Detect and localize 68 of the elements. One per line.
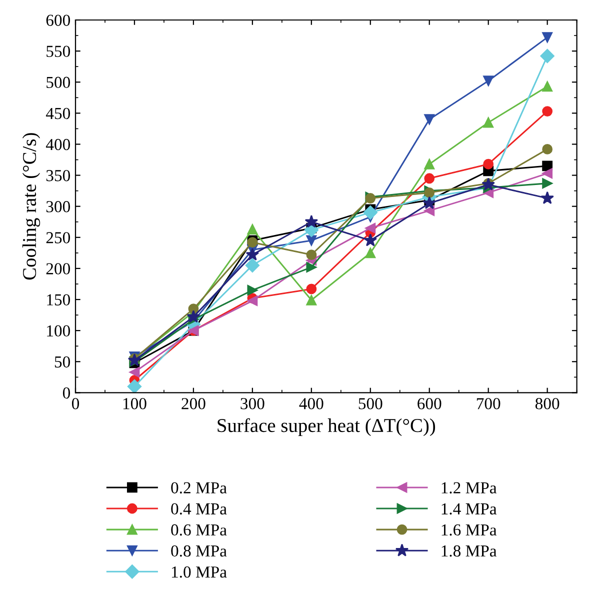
point <box>306 250 317 260</box>
y-tick-label: 250 <box>46 232 70 244</box>
y-tick-label: 600 <box>46 14 70 26</box>
point <box>245 258 260 272</box>
x-tick-label: 500 <box>358 398 382 410</box>
point <box>247 224 258 235</box>
point <box>542 168 553 179</box>
point <box>424 173 435 184</box>
legend-label: 0.2 MPa <box>171 482 227 494</box>
x-tick-label: 800 <box>535 398 560 410</box>
point <box>365 222 376 234</box>
x-tick-label: 200 <box>182 398 206 410</box>
y-tick-label: 500 <box>46 76 70 88</box>
legend-label: 1.2 MPa <box>442 482 497 494</box>
point <box>483 158 494 170</box>
legend-label: 1.8 MPa <box>442 545 497 557</box>
x-tick-label: 300 <box>240 398 264 410</box>
point <box>542 81 553 92</box>
y-tick-label: 450 <box>46 108 70 120</box>
point <box>186 310 200 323</box>
point <box>483 76 494 86</box>
y-tick-label: 300 <box>46 201 70 212</box>
legend-label: 0.6 MPa <box>171 524 227 536</box>
point <box>247 296 258 306</box>
point <box>424 114 435 125</box>
point <box>422 196 436 209</box>
y-tick-label: 400 <box>46 138 70 150</box>
point <box>306 262 317 272</box>
point <box>127 379 142 393</box>
point <box>424 205 435 216</box>
point <box>540 191 554 204</box>
legend-label: 0.4 MPa <box>171 503 227 515</box>
y-tick-label: 200 <box>46 263 70 274</box>
y-tick-label: 350 <box>46 170 70 182</box>
point <box>365 248 376 258</box>
y-tick-label: 50 <box>54 356 70 368</box>
x-tick-label: 700 <box>476 398 500 410</box>
point <box>129 366 140 378</box>
legend-label: 1.4 MPa <box>442 503 497 515</box>
x-tick-label: 100 <box>123 398 146 410</box>
legend-label: 0.8 MPa <box>171 545 227 557</box>
point <box>246 248 260 261</box>
point <box>483 117 494 128</box>
x-tick-label: 600 <box>418 398 442 410</box>
point <box>424 158 435 170</box>
y-tick-label: 550 <box>46 46 70 57</box>
point <box>306 294 317 306</box>
x-tick-label: 0 <box>72 398 80 410</box>
point <box>542 178 553 189</box>
point <box>542 106 553 117</box>
point <box>306 284 317 294</box>
point <box>542 32 553 43</box>
point <box>247 284 258 296</box>
y-axis-title: Cooling rate (°C/s) <box>22 133 40 280</box>
x-tick-label: 400 <box>299 398 324 410</box>
y-tick-label: 150 <box>47 294 70 306</box>
x-axis-title: Surface super heat (ΔT(°C)) <box>218 418 436 436</box>
point <box>542 144 553 154</box>
legend-label: 1.0 MPa <box>172 566 227 578</box>
point <box>306 235 317 246</box>
y-tick-label: 0 <box>62 387 70 399</box>
point <box>128 353 142 366</box>
y-tick-label: 100 <box>47 325 70 337</box>
legend-label: 1.6 MPa <box>442 524 497 536</box>
point <box>363 205 378 220</box>
point <box>364 234 378 246</box>
point <box>540 48 554 64</box>
point <box>304 214 318 228</box>
